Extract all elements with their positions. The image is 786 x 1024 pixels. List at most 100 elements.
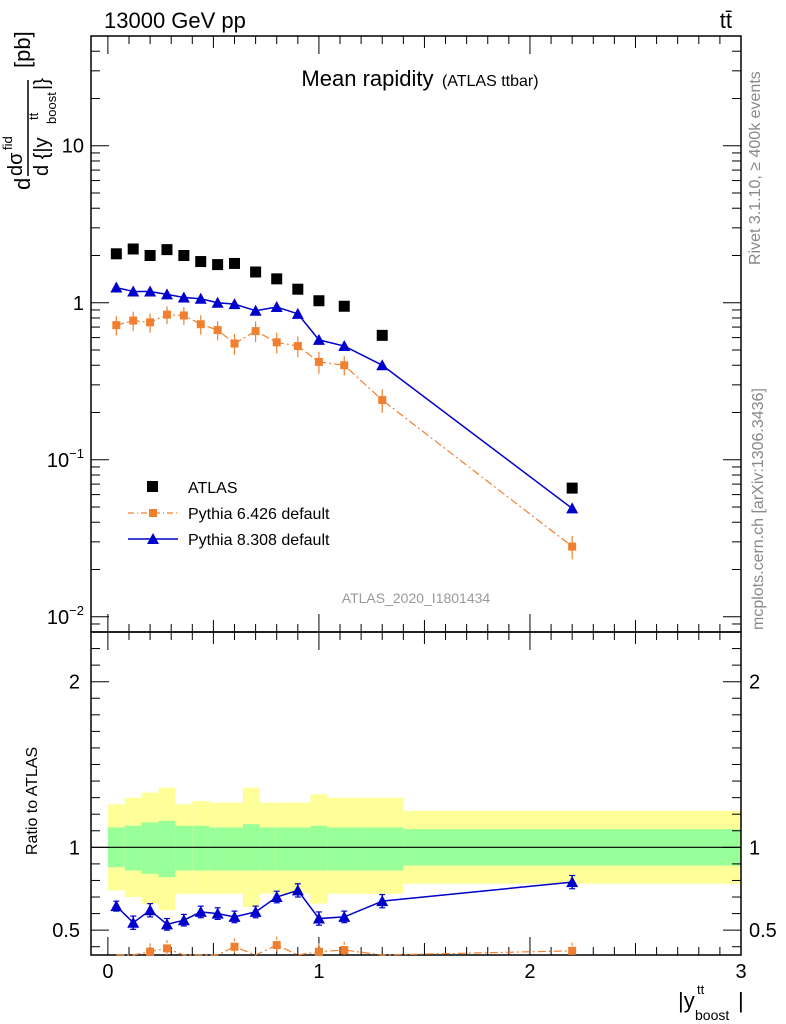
- inner-band: [141, 822, 159, 874]
- pythia8-point: [249, 304, 262, 316]
- inner-band: [361, 827, 404, 871]
- legend-marker-pythia6: [149, 509, 157, 517]
- pythia6-point: [213, 326, 222, 335]
- energy-label: 13000 GeV pp: [104, 8, 246, 33]
- pythia6-point: [179, 311, 188, 320]
- x-axis-label: |y tt boost |: [678, 982, 744, 1023]
- legend-marker-pythia8: [147, 533, 159, 544]
- y-label-d: d: [10, 178, 35, 190]
- atlas-point: [127, 243, 139, 255]
- atlas-point: [292, 283, 304, 295]
- inner-band: [226, 827, 243, 871]
- pythia6-ratio-line: [116, 944, 573, 956]
- tick-base: 10: [47, 450, 69, 472]
- pythia8-ratio-point: [177, 914, 190, 926]
- pythia8-ratio-point: [211, 907, 224, 919]
- atlas-point: [376, 329, 388, 341]
- chart-subtitle: (ATLAS ttbar): [442, 73, 539, 90]
- chart-title: Mean rapidity (ATLAS ttbar): [301, 66, 538, 91]
- y-label-dsigma: dσ: [5, 152, 27, 176]
- atlas-point: [110, 248, 122, 260]
- inner-band: [209, 827, 227, 871]
- atlas-point: [144, 249, 156, 261]
- inner-band: [327, 827, 362, 871]
- x-label-tt: tt: [697, 982, 705, 997]
- pythia8-ratio-point: [160, 918, 173, 930]
- pythia8-point: [312, 333, 325, 345]
- chart-title-main: Mean rapidity: [301, 66, 433, 91]
- pythia8-point: [376, 359, 389, 371]
- analysis-label: ATLAS_2020_I1801434: [342, 590, 491, 606]
- pythia6-ratio-point: [146, 947, 155, 956]
- pythia6-ratio-point: [272, 941, 281, 950]
- pythia8-ratio-point: [127, 916, 140, 928]
- pythia8-line: [116, 286, 573, 510]
- pythia8-ratio-point: [144, 904, 157, 916]
- pythia8-ratio-point: [249, 905, 262, 917]
- atlas-point: [212, 259, 224, 271]
- inner-band: [158, 820, 176, 878]
- y-tick-label-ratio-left: 1: [69, 837, 80, 859]
- x-label-boost: boost: [695, 1007, 729, 1023]
- pythia8-point: [566, 502, 579, 514]
- pythia6-point: [568, 542, 577, 551]
- inner-band: [293, 827, 311, 871]
- y-label-denominator: d {|y: [31, 137, 53, 176]
- y-tick-label-main: 10−2: [47, 603, 84, 629]
- legend-label-pythia6: Pythia 6.426 default: [188, 506, 330, 523]
- y-tick-label-ratio-left: 0.5: [52, 920, 80, 942]
- pythia8-ratio-point: [566, 876, 579, 888]
- tick-exponent: −1: [69, 446, 84, 461]
- legend: ATLAS Pythia 6.426 default Pythia 8.308 …: [128, 480, 330, 549]
- pythia6-ratio-point: [314, 947, 323, 956]
- pythia8-point: [228, 298, 241, 310]
- y-axis-label-main: d dσ fid d {|y tt boost |} [pb]: [0, 31, 59, 190]
- pythia8-ratio-point: [376, 895, 389, 907]
- pythia8-point: [291, 307, 304, 319]
- pythia6-point: [378, 396, 387, 405]
- y-label-tt: tt: [26, 112, 41, 120]
- rivet-label: Rivet 3.1.10, ≥ 400k events: [747, 71, 764, 265]
- axis-ticks: [91, 35, 742, 955]
- y-tick-label-ratio-left: 2: [69, 672, 80, 694]
- x-tick-label: 1: [313, 961, 324, 983]
- atlas-point: [566, 482, 578, 494]
- legend-label-pythia8: Pythia 8.308 default: [188, 532, 330, 549]
- pythia8-point: [270, 300, 283, 312]
- y-axis-label-ratio: Ratio to ATLAS: [24, 747, 41, 855]
- y-label-close: |}: [31, 78, 53, 90]
- x-tick-label: 3: [735, 961, 746, 983]
- x-label-open: |y: [678, 988, 695, 1013]
- main-series: [110, 243, 579, 560]
- pythia6-point: [112, 321, 121, 330]
- pythia8-ratio-point: [270, 891, 283, 903]
- pythia6-point: [196, 320, 205, 329]
- pythia6-ratio-point: [340, 946, 349, 955]
- pythia8-point: [338, 340, 351, 352]
- process-label: tt̄: [720, 8, 732, 33]
- pythia6-ratio-point: [230, 942, 239, 951]
- pythia8-point: [177, 291, 190, 303]
- pythia8-ratio-point: [291, 884, 304, 896]
- inner-band: [124, 825, 142, 871]
- pythia8-point: [211, 296, 224, 308]
- pythia8-ratio-point: [338, 910, 351, 922]
- pythia6-point: [293, 342, 302, 351]
- y-tick-label-ratio-right: 1: [749, 837, 760, 859]
- y-tick-label-ratio-right: 0.5: [749, 920, 777, 942]
- pythia6-point: [314, 357, 323, 366]
- pythia6-point: [272, 338, 281, 347]
- y-label-boost: boost: [44, 92, 59, 124]
- atlas-point: [250, 266, 262, 278]
- tick-base: 10: [47, 607, 69, 629]
- inner-band: [276, 827, 294, 871]
- pythia8-point: [194, 292, 207, 304]
- atlas-point: [313, 295, 325, 307]
- x-tick-label: 0: [102, 961, 113, 983]
- mcplots-label: mcplots.cern.ch [arXiv:1306.3436]: [750, 388, 767, 630]
- y-tick-label-main: 1: [73, 293, 84, 315]
- inner-band: [192, 825, 210, 871]
- atlas-point: [178, 249, 190, 261]
- atlas-point: [229, 257, 241, 269]
